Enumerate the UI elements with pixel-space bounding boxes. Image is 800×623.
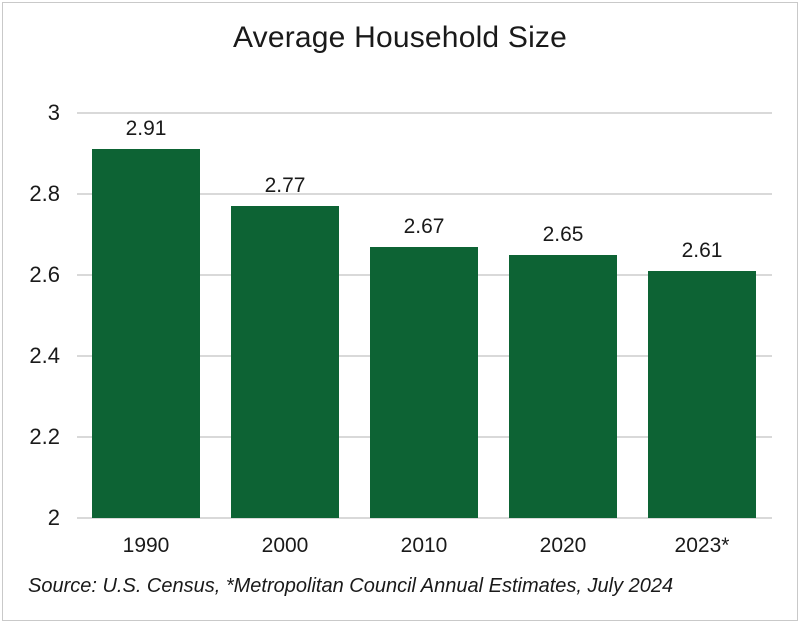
chart-title: Average Household Size <box>232 21 568 54</box>
x-tick-label: 2023* <box>674 534 730 557</box>
x-tick-label: 2010 <box>400 534 448 557</box>
bar <box>648 270 756 518</box>
bar <box>509 254 617 518</box>
x-tick-label: 2020 <box>539 534 587 557</box>
bar-value-label: 2.77 <box>264 174 306 198</box>
gridline <box>77 112 772 114</box>
bar-value-label: 2.67 <box>403 214 445 238</box>
bar <box>370 246 478 518</box>
gridline <box>77 193 772 195</box>
y-tick-label: 2.2 <box>29 424 60 449</box>
y-tick-label: 3 <box>47 100 60 125</box>
bar <box>92 149 200 518</box>
bar-value-label: 2.61 <box>681 238 723 262</box>
bar <box>231 206 339 518</box>
bar-value-label: 2.91 <box>125 117 167 141</box>
y-tick-label: 2.8 <box>29 181 60 206</box>
source-note: Source: U.S. Census, *Metropolitan Counc… <box>28 575 674 597</box>
y-tick-label: 2 <box>47 505 60 530</box>
y-tick-label: 2.6 <box>29 262 60 287</box>
bar-value-label: 2.65 <box>542 222 584 246</box>
gridline <box>77 517 772 519</box>
y-tick-label: 2.4 <box>29 343 60 368</box>
x-tick-label: 1990 <box>122 534 170 557</box>
x-tick-label: 2000 <box>261 534 309 557</box>
